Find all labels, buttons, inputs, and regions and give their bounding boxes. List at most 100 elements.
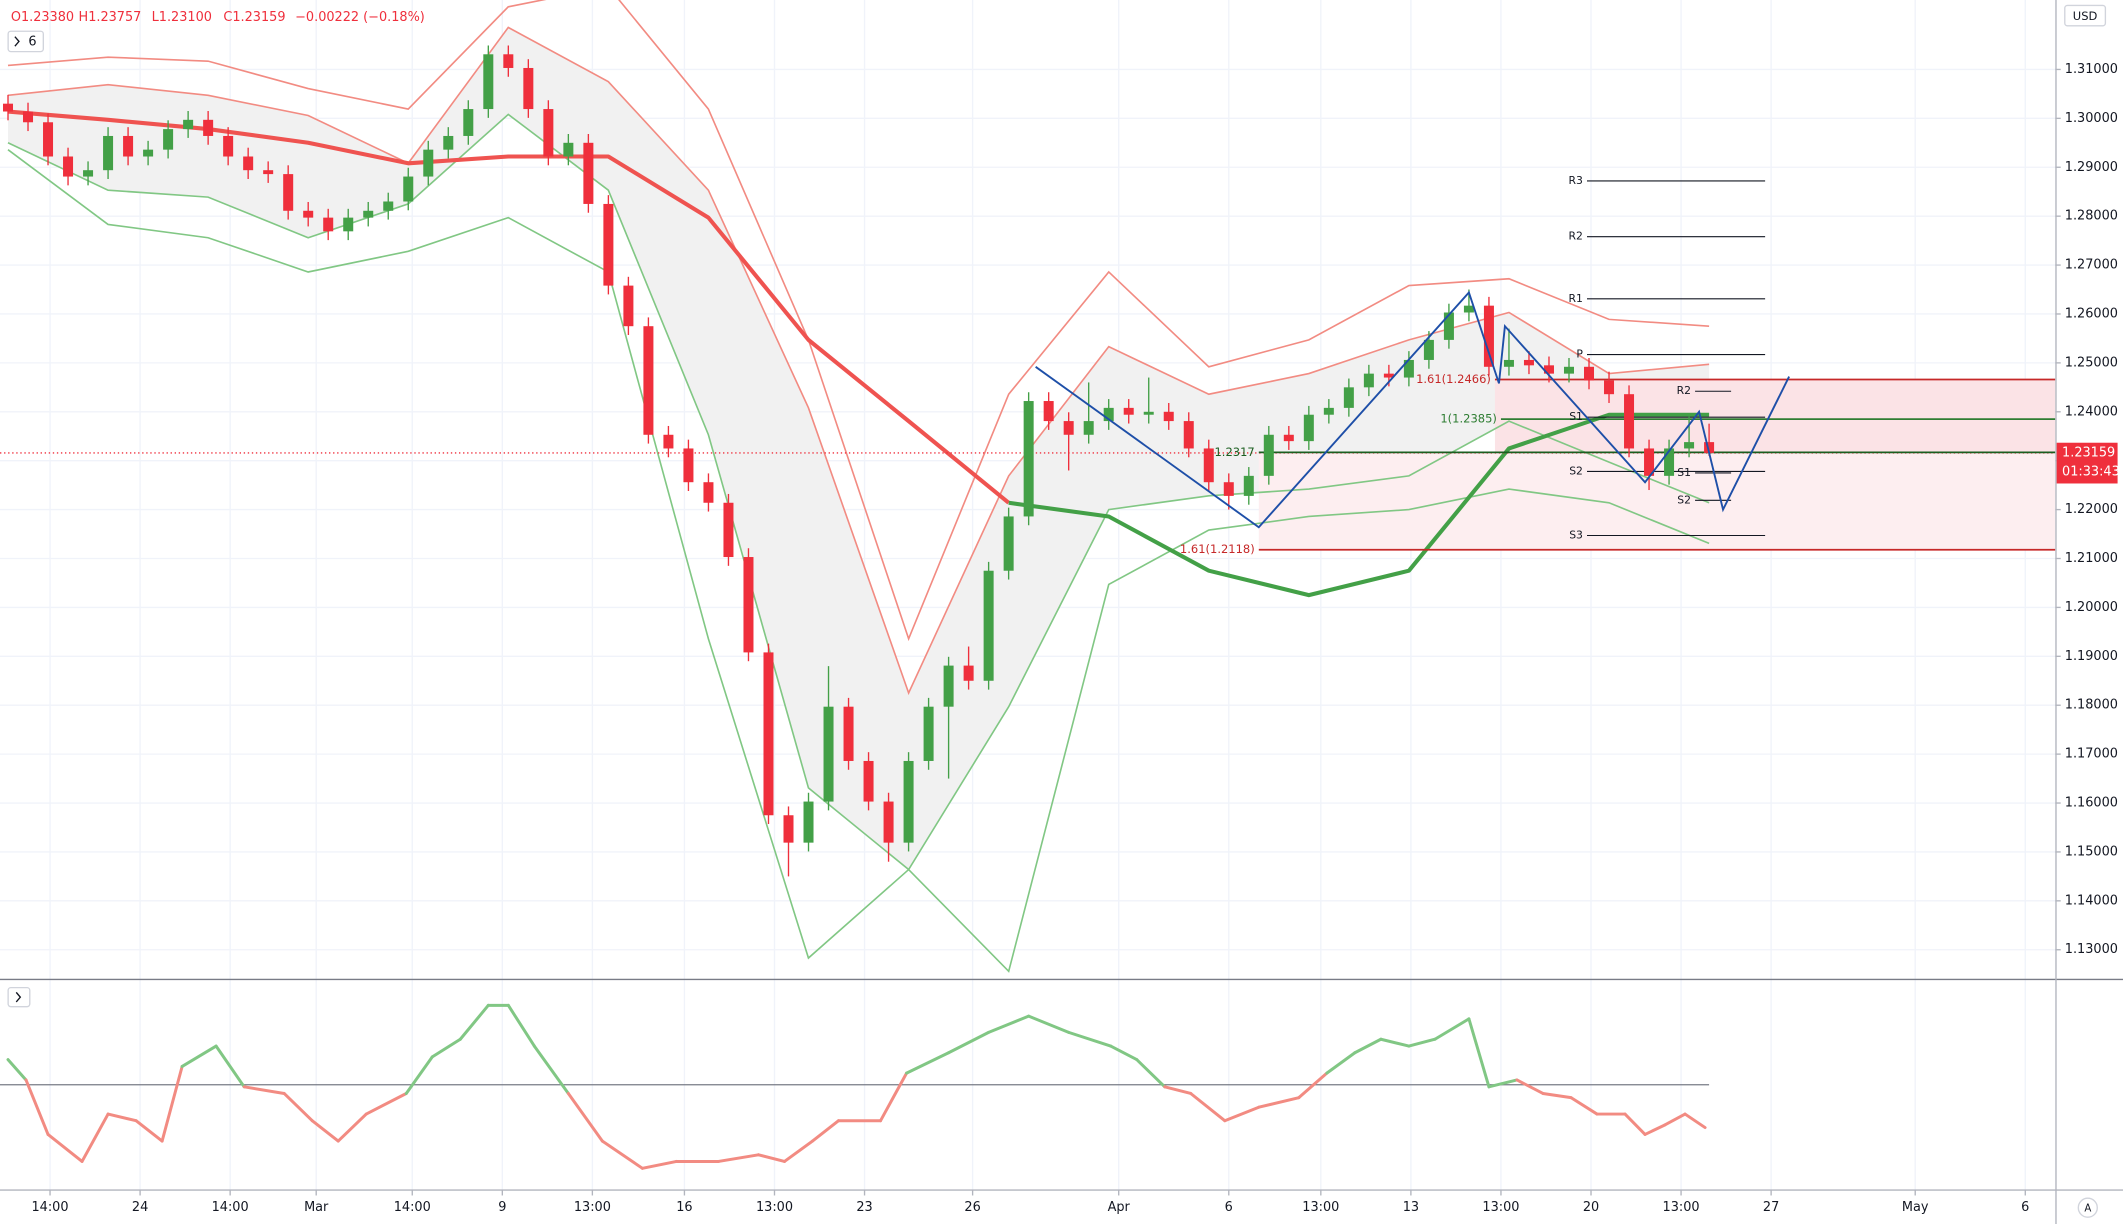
candle-body bbox=[1423, 339, 1434, 360]
candle-body bbox=[1083, 421, 1094, 435]
currency-label[interactable]: USD bbox=[2073, 9, 2098, 23]
y-tick-label: 1.24000 bbox=[2065, 404, 2118, 419]
candle-body bbox=[1143, 411, 1154, 415]
oscillator-segment bbox=[1135, 1058, 1167, 1089]
button-frame[interactable] bbox=[2077, 1197, 2098, 1218]
x-tick-label: 6 bbox=[2021, 1200, 2029, 1215]
candle-body bbox=[903, 760, 914, 843]
candle-body bbox=[683, 448, 694, 483]
candle-body bbox=[1123, 407, 1134, 415]
oscillator-segment bbox=[1325, 1051, 1357, 1075]
candle-body bbox=[1503, 359, 1514, 367]
last-price-box bbox=[2056, 442, 2118, 484]
candle-body bbox=[1283, 434, 1294, 442]
oscillator-toggle[interactable] bbox=[7, 986, 31, 1008]
candle-body bbox=[423, 149, 434, 177]
candle-body bbox=[1483, 305, 1494, 367]
y-tick-label: 1.25000 bbox=[2065, 355, 2118, 370]
candle-body bbox=[63, 156, 74, 177]
oscillator-segment bbox=[566, 1091, 604, 1143]
candle-body bbox=[1323, 407, 1334, 415]
price-pane bbox=[0, 0, 2056, 973]
oscillator-segment bbox=[282, 1091, 314, 1123]
pivot-label: S3 bbox=[1569, 529, 1583, 542]
candle-body bbox=[823, 706, 834, 802]
oscillator-segment bbox=[905, 1051, 951, 1075]
oscillator-segment bbox=[987, 1014, 1031, 1034]
oscillator-segment bbox=[532, 1044, 570, 1095]
x-tick-label: 14:00 bbox=[394, 1200, 431, 1215]
x-tick-label: 13 bbox=[1403, 1200, 1419, 1215]
oscillator-segment bbox=[506, 1003, 536, 1048]
y-tick-label: 1.15000 bbox=[2065, 844, 2118, 859]
candle-body bbox=[623, 285, 634, 327]
countdown-label: 01:33:43 bbox=[2062, 464, 2120, 479]
button-frame[interactable] bbox=[2064, 4, 2107, 27]
y-tick-label: 1.27000 bbox=[2065, 258, 2118, 273]
candle-body bbox=[1403, 359, 1414, 378]
auto-scale-button[interactable]: A bbox=[2077, 1197, 2098, 1218]
oscillator-segment bbox=[1433, 1017, 1471, 1041]
candle-body bbox=[1543, 365, 1554, 374]
y-tick-label: 1.13000 bbox=[2065, 942, 2118, 957]
pivot-label: R1 bbox=[1569, 292, 1583, 305]
candle-body bbox=[1163, 411, 1174, 422]
last-price-label: 1.23159 bbox=[2062, 445, 2115, 460]
oscillator-segment bbox=[430, 1037, 462, 1059]
x-tick-label: 13:00 bbox=[1482, 1200, 1519, 1215]
candle-body bbox=[1003, 516, 1014, 571]
candle-body bbox=[603, 203, 614, 286]
candle-body bbox=[1684, 442, 1695, 449]
candle-body bbox=[1023, 401, 1034, 517]
button-frame[interactable] bbox=[7, 30, 45, 53]
band-fill bbox=[7, 27, 1710, 870]
x-tick-label: 26 bbox=[964, 1200, 980, 1215]
y-tick-label: 1.31000 bbox=[2065, 62, 2118, 77]
interval-label[interactable]: 6 bbox=[28, 35, 36, 50]
oscillator-segment bbox=[1541, 1091, 1573, 1100]
oscillator-segment bbox=[1109, 1044, 1139, 1062]
currency-button[interactable]: USD bbox=[2064, 4, 2107, 27]
candle-body bbox=[583, 142, 594, 204]
oscillator-segment bbox=[1407, 1037, 1437, 1048]
fib-label: 1(1.2385) bbox=[1440, 412, 1497, 426]
x-tick-label: 27 bbox=[1763, 1200, 1779, 1215]
pivot-label: S1 bbox=[1677, 466, 1691, 479]
candle-body bbox=[803, 801, 814, 843]
candle-body bbox=[863, 760, 874, 802]
oscillator-segment bbox=[716, 1153, 760, 1163]
candle-body bbox=[483, 54, 494, 110]
oscillator-segment bbox=[1467, 1017, 1491, 1089]
oscillator-segment bbox=[1067, 1030, 1113, 1048]
x-tick-label: 13:00 bbox=[1663, 1200, 1700, 1215]
candle-body bbox=[1303, 414, 1314, 442]
chevron-icon bbox=[15, 991, 22, 1003]
y-tick-label: 1.14000 bbox=[2065, 893, 2118, 908]
candle-body bbox=[143, 149, 154, 157]
legend-low: L1.23100 bbox=[152, 10, 212, 25]
candle-body bbox=[543, 109, 554, 157]
candle-body bbox=[223, 135, 234, 157]
button-frame[interactable] bbox=[7, 986, 31, 1008]
candle-body bbox=[943, 665, 954, 707]
oscillator-segment bbox=[783, 1139, 815, 1163]
oscillator-segment bbox=[310, 1119, 340, 1143]
oscillator-segment bbox=[80, 1112, 110, 1163]
legend-high: H1.23757 bbox=[79, 10, 142, 25]
band-line bbox=[7, 113, 1710, 871]
auto-scale-label[interactable]: A bbox=[2084, 1203, 2091, 1214]
candle-body bbox=[263, 170, 274, 175]
interval-button[interactable]: 6 bbox=[7, 30, 45, 53]
x-tick-label: 13:00 bbox=[1302, 1200, 1339, 1215]
pivot-label: S1 bbox=[1569, 410, 1583, 423]
candle-body bbox=[723, 502, 734, 558]
band-line bbox=[7, 26, 1710, 696]
legend-change: −0.00222 (−0.18%) bbox=[295, 10, 425, 25]
harmonic-pattern bbox=[1035, 290, 1790, 529]
candle-body bbox=[703, 482, 714, 503]
pivot-label: R2 bbox=[1677, 384, 1691, 397]
oscillator-segment bbox=[1663, 1112, 1687, 1127]
oscillator-segment bbox=[364, 1091, 408, 1116]
